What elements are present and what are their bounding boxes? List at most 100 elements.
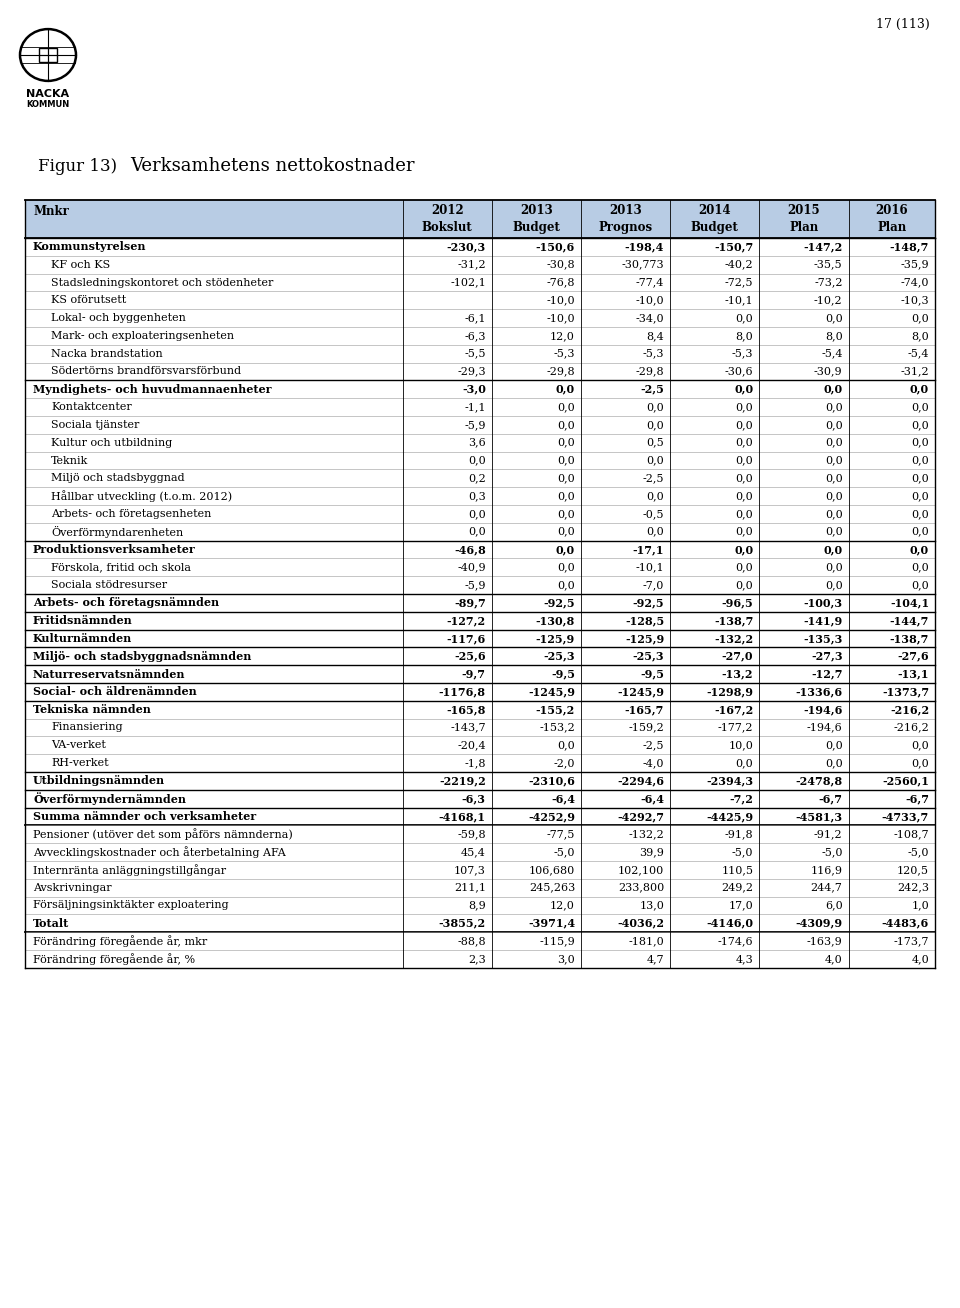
- Text: 0,0: 0,0: [825, 438, 843, 447]
- Bar: [25, 896, 935, 914]
- Text: -5,4: -5,4: [821, 349, 843, 358]
- Text: -91,2: -91,2: [814, 829, 843, 840]
- Text: Sociala tjänster: Sociala tjänster: [51, 420, 139, 430]
- Text: 0,0: 0,0: [735, 581, 754, 590]
- Text: 242,3: 242,3: [897, 883, 929, 892]
- Text: Bokslut: Bokslut: [421, 221, 472, 234]
- Bar: [25, 434, 935, 451]
- Text: Plan: Plan: [877, 221, 906, 234]
- Bar: [25, 736, 935, 755]
- Bar: [25, 825, 935, 844]
- Text: 8,0: 8,0: [735, 331, 754, 341]
- Text: 0,0: 0,0: [911, 562, 929, 573]
- Text: -10,0: -10,0: [546, 296, 575, 305]
- Bar: [25, 755, 935, 772]
- Text: -165,7: -165,7: [625, 704, 664, 715]
- Bar: [25, 914, 935, 933]
- Text: -9,5: -9,5: [551, 668, 575, 680]
- Text: -128,5: -128,5: [625, 615, 664, 627]
- Text: 3,6: 3,6: [468, 438, 486, 447]
- Text: -150,7: -150,7: [714, 242, 754, 252]
- Text: 0,0: 0,0: [735, 473, 754, 483]
- Text: -216,2: -216,2: [890, 704, 929, 715]
- Bar: [25, 273, 935, 292]
- Text: 249,2: 249,2: [721, 883, 754, 892]
- Text: -125,9: -125,9: [625, 633, 664, 644]
- Text: 12,0: 12,0: [550, 900, 575, 910]
- Text: -29,8: -29,8: [546, 366, 575, 377]
- Text: -91,8: -91,8: [725, 829, 754, 840]
- Text: Plan: Plan: [789, 221, 819, 234]
- Text: Finansiering: Finansiering: [51, 722, 123, 732]
- Text: Arbets- och företagsnämnden: Arbets- och företagsnämnden: [33, 598, 219, 608]
- Text: -4252,9: -4252,9: [528, 811, 575, 821]
- Text: -77,4: -77,4: [636, 277, 664, 288]
- Text: 0,0: 0,0: [825, 402, 843, 412]
- Text: -34,0: -34,0: [636, 313, 664, 323]
- Text: -3855,2: -3855,2: [439, 918, 486, 929]
- Text: 0,0: 0,0: [911, 759, 929, 768]
- Text: -1245,9: -1245,9: [617, 687, 664, 697]
- Text: 17 (113): 17 (113): [876, 18, 930, 31]
- Text: 0,0: 0,0: [557, 509, 575, 519]
- Bar: [25, 309, 935, 327]
- Text: 0,5: 0,5: [646, 438, 664, 447]
- Text: -5,0: -5,0: [821, 848, 843, 857]
- Text: -0,5: -0,5: [642, 509, 664, 519]
- Text: 2013: 2013: [520, 204, 553, 217]
- Text: -4292,7: -4292,7: [617, 811, 664, 821]
- Text: -4,0: -4,0: [642, 759, 664, 768]
- Text: -132,2: -132,2: [714, 633, 754, 644]
- Text: -25,3: -25,3: [543, 651, 575, 662]
- Text: -77,5: -77,5: [546, 829, 575, 840]
- Text: 0,0: 0,0: [825, 420, 843, 430]
- Text: Stadsledningskontoret och stödenheter: Stadsledningskontoret och stödenheter: [51, 277, 274, 288]
- Text: 8,0: 8,0: [911, 331, 929, 341]
- Text: 0,2: 0,2: [468, 473, 486, 483]
- Text: -125,9: -125,9: [536, 633, 575, 644]
- Text: Miljö och stadsbyggnad: Miljö och stadsbyggnad: [51, 473, 184, 483]
- Text: -96,5: -96,5: [722, 598, 754, 608]
- Text: -1298,9: -1298,9: [707, 687, 754, 697]
- Text: -6,4: -6,4: [640, 793, 664, 804]
- Bar: [25, 844, 935, 861]
- Text: Kultur och utbildning: Kultur och utbildning: [51, 438, 172, 447]
- Text: Hållbar utveckling (t.o.m. 2012): Hållbar utveckling (t.o.m. 2012): [51, 490, 232, 502]
- Bar: [25, 807, 935, 825]
- Text: -10,1: -10,1: [636, 562, 664, 573]
- Text: -5,5: -5,5: [465, 349, 486, 358]
- Text: Figur 13): Figur 13): [38, 158, 117, 175]
- Text: 0,0: 0,0: [557, 527, 575, 536]
- Text: Försäljningsinktäkter exploatering: Försäljningsinktäkter exploatering: [33, 900, 228, 910]
- Text: -127,2: -127,2: [446, 615, 486, 627]
- Text: 0,0: 0,0: [911, 490, 929, 501]
- Text: -76,8: -76,8: [546, 277, 575, 288]
- Text: Naturreservatsnämnden: Naturreservatsnämnden: [33, 668, 185, 680]
- Text: 2014: 2014: [699, 204, 732, 217]
- Text: -9,5: -9,5: [640, 668, 664, 680]
- Text: 0,0: 0,0: [911, 740, 929, 751]
- Text: -6,4: -6,4: [551, 793, 575, 804]
- Bar: [25, 861, 935, 879]
- Text: -177,2: -177,2: [718, 722, 754, 732]
- Text: -117,6: -117,6: [446, 633, 486, 644]
- Text: 0,0: 0,0: [911, 473, 929, 483]
- Text: VA-verket: VA-verket: [51, 740, 106, 751]
- Text: -104,1: -104,1: [890, 598, 929, 608]
- Text: 0,0: 0,0: [911, 438, 929, 447]
- Text: -4168,1: -4168,1: [439, 811, 486, 821]
- Text: -35,5: -35,5: [814, 260, 843, 269]
- Text: 0,0: 0,0: [646, 490, 664, 501]
- Text: -10,1: -10,1: [725, 296, 754, 305]
- Text: Prognos: Prognos: [598, 221, 653, 234]
- Text: 0,0: 0,0: [468, 527, 486, 536]
- Bar: [25, 540, 935, 559]
- Text: Utbildningsnämnden: Utbildningsnämnden: [33, 776, 165, 786]
- Bar: [25, 790, 935, 807]
- Text: 0,0: 0,0: [557, 420, 575, 430]
- Text: -1,1: -1,1: [465, 402, 486, 412]
- Bar: [25, 505, 935, 523]
- Bar: [25, 612, 935, 629]
- Text: -5,4: -5,4: [907, 349, 929, 358]
- Text: -6,7: -6,7: [819, 793, 843, 804]
